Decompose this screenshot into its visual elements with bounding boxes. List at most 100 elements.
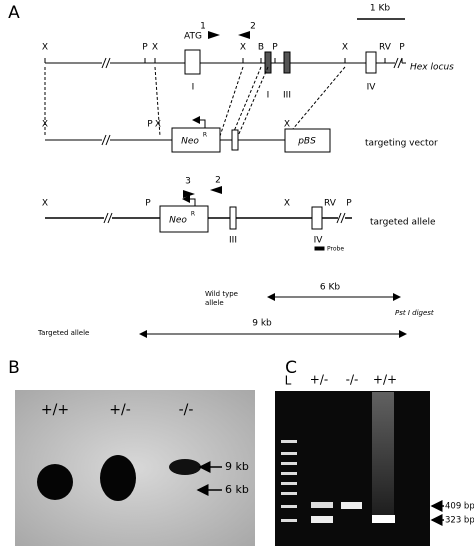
site-label: RV [324, 199, 337, 209]
pcr-band [341, 502, 362, 509]
dashed-connector [154, 66, 161, 137]
dashed-connector [286, 66, 346, 137]
atg-label: ATG [184, 32, 202, 42]
break [340, 212, 346, 224]
break [336, 212, 342, 224]
primer-label: 3 [185, 177, 191, 187]
marker-label: 9 kb [225, 460, 249, 473]
lane-label: +/+ [373, 373, 397, 387]
exon [264, 51, 272, 74]
neo-sup: R [191, 211, 195, 218]
digest-label: allele [205, 299, 224, 307]
gel [275, 391, 430, 546]
primer-arrow [238, 31, 250, 39]
site-label: P [142, 43, 148, 53]
pcr-band [311, 516, 333, 523]
exon [365, 51, 377, 74]
exon-label: IV [367, 83, 377, 93]
ladder-band [281, 519, 297, 522]
site-label: X [42, 43, 48, 53]
neo-sup: R [203, 132, 207, 139]
exon [229, 206, 237, 230]
neo-cassette [159, 205, 209, 233]
exon [231, 129, 239, 151]
exon-label: III [283, 91, 291, 101]
size-label: 6 Kb [320, 283, 340, 293]
primer-label: 2 [215, 176, 221, 186]
break [397, 57, 403, 69]
lane-label: -/- [346, 373, 359, 387]
primer-arrow [208, 31, 220, 39]
promoter-arrow [182, 195, 196, 206]
ladder-band [281, 452, 297, 455]
neo-label: Neo [181, 137, 199, 147]
pcr-band [372, 515, 395, 523]
construct-name: targeted allele [370, 218, 436, 228]
dashed-connector [219, 66, 244, 137]
marker-label: 323 bp [445, 516, 474, 526]
site-label: X [152, 43, 158, 53]
site-label: X [155, 120, 161, 130]
marker-label: 409 bp [445, 502, 474, 512]
exon-label: III [229, 236, 237, 246]
site-label: X [42, 120, 48, 130]
digest-label: Pst I digest [395, 309, 434, 317]
panel-label: A [8, 3, 20, 23]
site-label: P [399, 43, 405, 53]
exon [184, 49, 201, 75]
break [393, 57, 399, 69]
dashed-connector [231, 66, 262, 137]
digest-label: Targeted allele [37, 329, 89, 337]
ladder-band [281, 505, 297, 508]
site-label: X [284, 120, 290, 130]
break [105, 57, 111, 69]
break [101, 134, 107, 146]
locus-name: Hex locus [410, 63, 454, 73]
ladder-band [281, 440, 297, 443]
digest-label: Wild type [205, 290, 238, 298]
smear [372, 392, 394, 517]
dashed-connector [237, 66, 269, 137]
primer-arrow [210, 186, 222, 194]
ladder-band [281, 462, 297, 465]
site-label: P [147, 120, 153, 130]
panel-label: B [8, 358, 20, 378]
neo-cassette [171, 127, 221, 153]
ladder-band [281, 482, 297, 485]
exon-label: IV [314, 236, 324, 246]
probe [314, 246, 325, 251]
construct-name: targeting vector [365, 139, 438, 149]
marker-label: 6 kb [225, 483, 249, 496]
size-label: 9 kb [252, 319, 272, 329]
site-label: P [272, 43, 278, 53]
panel-label: C [285, 358, 297, 378]
lane-label: +/- [310, 373, 328, 387]
primer-arrow [183, 190, 195, 198]
site-label: X [42, 199, 48, 209]
site-label: P [145, 199, 151, 209]
site-label: X [284, 199, 290, 209]
neo-label: Neo [169, 216, 187, 226]
break [107, 212, 113, 224]
scale-label: 1 Kb [370, 4, 390, 14]
ladder-band [281, 492, 297, 495]
probe-label: Probe [327, 246, 344, 253]
ladder-band [281, 472, 297, 475]
site-label: B [258, 43, 264, 53]
exon-label: I [192, 83, 195, 93]
break [101, 57, 107, 69]
break [105, 134, 111, 146]
site-label: X [240, 43, 246, 53]
exon [283, 51, 291, 74]
pbs-box [284, 128, 331, 153]
band [37, 464, 73, 500]
site-label: P [346, 199, 352, 209]
site-label: X [342, 43, 348, 53]
exon-label: I [267, 91, 270, 101]
primer-label: 2 [250, 22, 256, 32]
break [103, 212, 109, 224]
pbs-label: pBS [297, 137, 316, 147]
